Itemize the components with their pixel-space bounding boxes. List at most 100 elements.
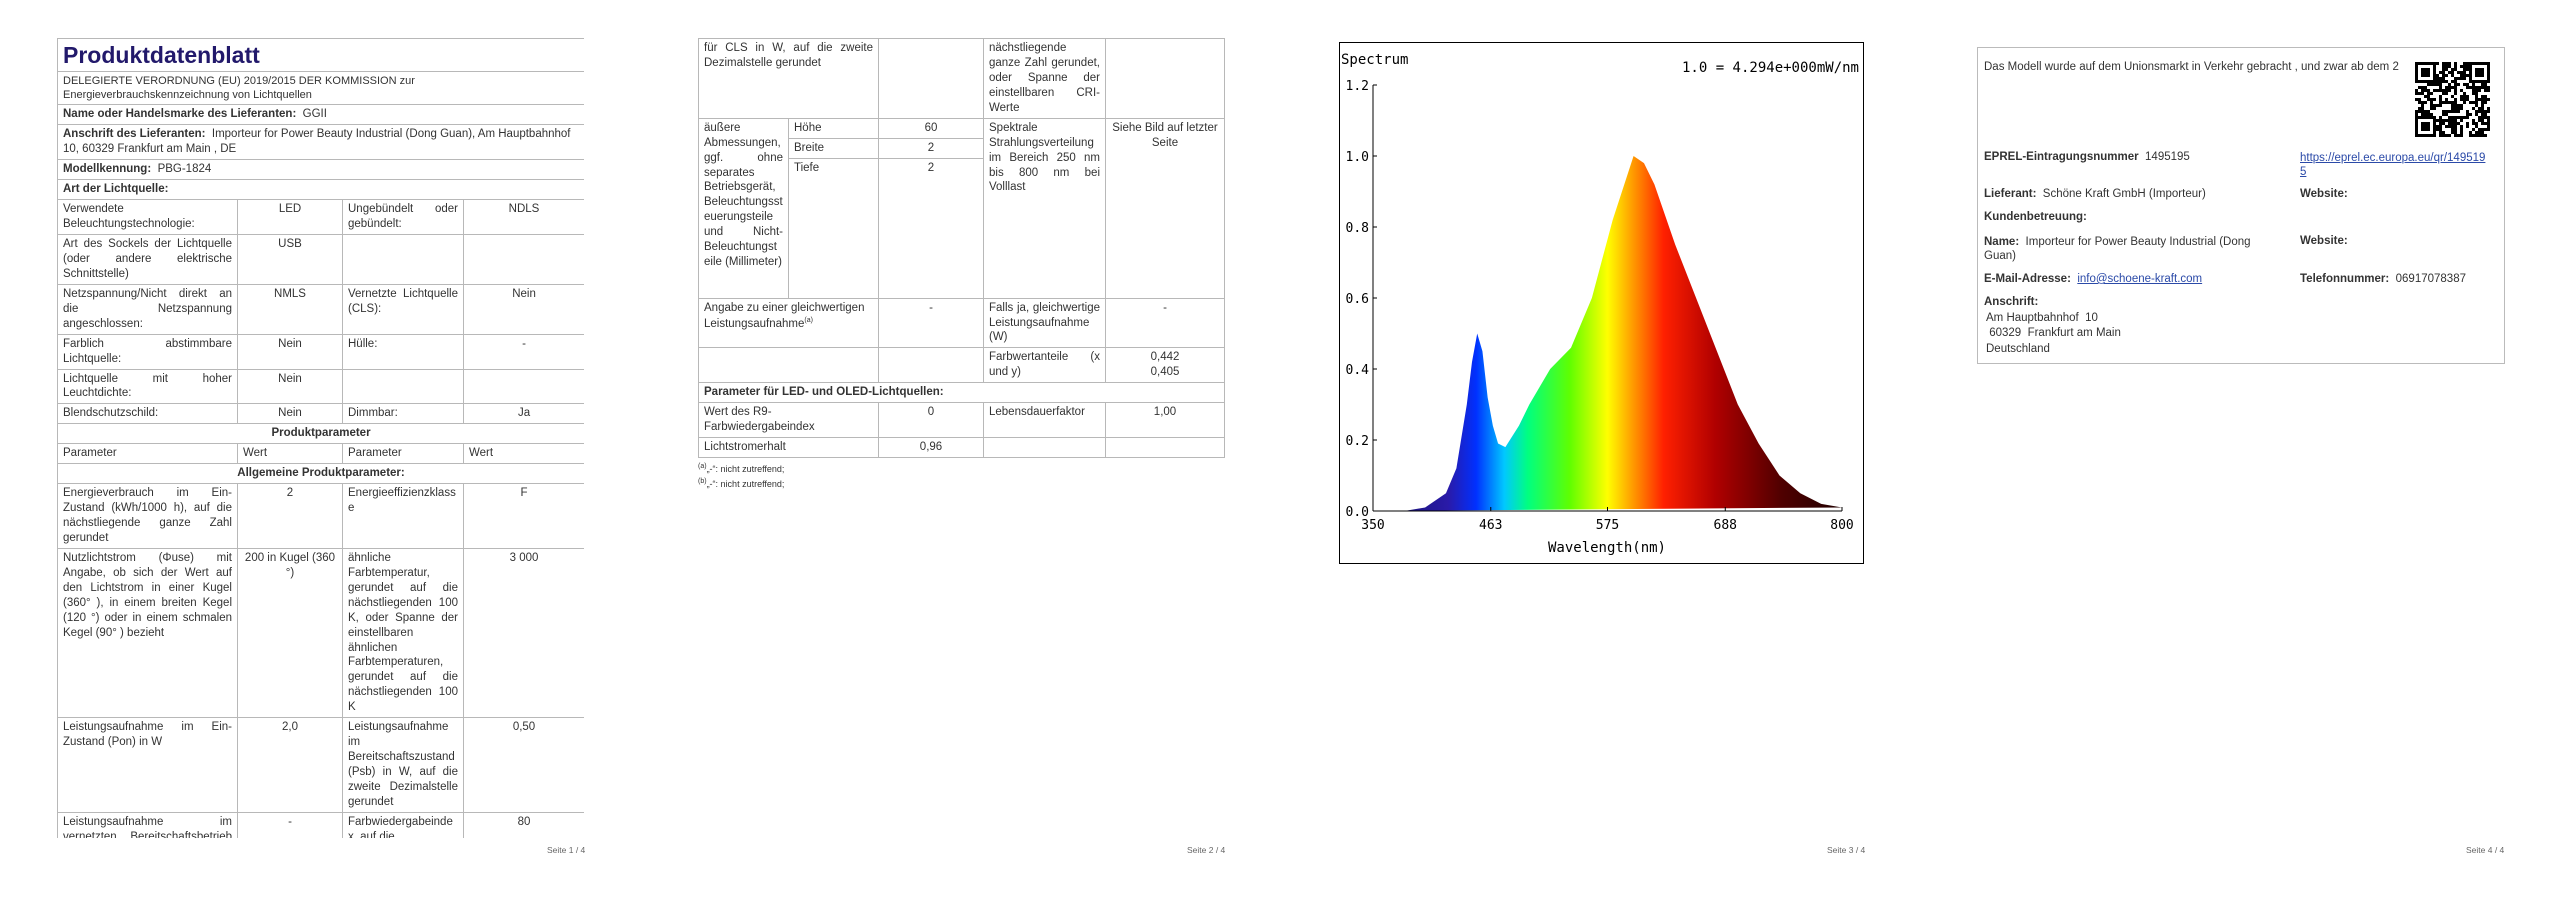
table-row: Energieverbrauch im Ein-Zustand (kWh/100…: [57, 483, 584, 549]
qr-module: [2433, 98, 2436, 101]
qr-module: [2427, 71, 2430, 74]
qr-module: [2463, 68, 2466, 71]
table-cell: NMLS: [237, 283, 343, 335]
qr-module: [2454, 119, 2457, 122]
qr-module: [2445, 62, 2448, 65]
qr-module: [2421, 104, 2424, 107]
qr-module: [2478, 71, 2481, 74]
qr-module: [2478, 89, 2481, 92]
qr-module: [2442, 113, 2445, 116]
qr-module: [2427, 95, 2430, 98]
qr-module: [2433, 128, 2436, 131]
table-row: Parameter Wert Parameter Wert: [57, 443, 584, 465]
table-row: Tiefe 2: [699, 157, 1225, 299]
y-tick-label: 1.2: [1346, 79, 1369, 94]
qr-module: [2469, 74, 2472, 77]
qr-module: [2487, 86, 2490, 89]
qr-module: [2421, 107, 2424, 110]
qr-module: [2460, 116, 2463, 119]
qr-module: [2433, 71, 2436, 74]
email-link[interactable]: info@schoene-kraft.com: [2077, 273, 2203, 285]
table-cell: [342, 368, 464, 405]
qr-module: [2436, 89, 2439, 92]
qr-module: [2487, 62, 2490, 65]
table-cell: [698, 347, 879, 384]
qr-module: [2439, 71, 2442, 74]
table-cell: Name oder Handelsmarke des Lieferanten: …: [57, 104, 584, 126]
qr-module: [2436, 104, 2439, 107]
qr-module: [2433, 131, 2436, 134]
qr-module: [2481, 62, 2484, 65]
table-cell: -: [462, 333, 584, 370]
qr-module: [2442, 131, 2445, 134]
eprel-link[interactable]: https://eprel.ec.europa.eu/qr/1495195: [2300, 152, 2486, 179]
x-tick-label: 575: [1596, 518, 1619, 533]
table-cell: Falls ja, gleichwertige Leistungsaufnahm…: [983, 297, 1106, 349]
qr-module: [2484, 128, 2487, 131]
qr-module: [2472, 80, 2475, 83]
qr-module: [2466, 74, 2469, 77]
qr-module: [2430, 80, 2433, 83]
qr-module: [2451, 125, 2454, 128]
text: Angabe zu einer gleichwertigen Leistungs…: [704, 301, 865, 330]
table-cell: Parameter für LED- und OLED-Lichtquellen…: [698, 382, 1225, 404]
qr-module: [2439, 119, 2442, 122]
qr-module: [2481, 119, 2484, 122]
qr-module: [2436, 62, 2439, 65]
table-cell: Hülle:: [342, 333, 464, 370]
qr-module: [2424, 89, 2427, 92]
qr-module: [2448, 101, 2451, 104]
qr-module: [2436, 125, 2439, 128]
qr-module: [2448, 119, 2451, 122]
label: Lieferant:: [1984, 188, 2037, 200]
qr-module: [2436, 77, 2439, 80]
table-cell: 2: [237, 483, 343, 549]
qr-module: [2445, 98, 2448, 101]
qr-module: [2451, 128, 2454, 131]
table-row: Art des Sockels der Lichtquelle (oder an…: [57, 234, 584, 285]
text: 0,442: [1150, 351, 1180, 364]
qr-module: [2427, 128, 2430, 131]
qr-module: [2415, 74, 2418, 77]
table-cell: Lichtquelle mit hoher Leuchtdichte:: [57, 368, 238, 405]
table-body: Produktdatenblatt DELEGIERTE VERORDNUNG …: [57, 38, 584, 838]
table-row: für CLS in W, auf die zweite Dezimalstel…: [698, 38, 1225, 119]
qr-module: [2424, 125, 2427, 128]
y-tick-label: 0.6: [1346, 292, 1369, 307]
qr-module: [2430, 83, 2433, 86]
qr-module: [2418, 62, 2421, 65]
qr-module: [2463, 62, 2466, 65]
qr-module: [2451, 95, 2454, 98]
qr-module: [2442, 80, 2445, 83]
qr-module: [2457, 83, 2460, 86]
qr-module: [2481, 71, 2484, 74]
qr-module: [2469, 71, 2472, 74]
table-row: Wert des R9-Farbwiedergabeindex 0 Lebensda…: [698, 402, 1225, 439]
qr-module: [2463, 74, 2466, 77]
table-cell: Farbwiedergabeindex, auf die: [342, 811, 464, 838]
qr-module: [2436, 74, 2439, 77]
qr-module: [2472, 101, 2475, 104]
qr-module: [2487, 68, 2490, 71]
table-row: Leistungsaufnahme im vernetzten Bereitsc…: [57, 811, 584, 838]
qr-module: [2433, 65, 2436, 68]
qr-module: [2424, 134, 2427, 137]
table-cell: 80: [462, 811, 584, 838]
qr-module: [2460, 119, 2463, 122]
qr-module: [2439, 122, 2442, 125]
table-cell: 0,96: [878, 437, 984, 458]
qr-module: [2415, 98, 2418, 101]
qr-module: [2430, 92, 2433, 95]
qr-module: [2445, 86, 2448, 89]
qr-code: [2413, 60, 2491, 138]
qr-module: [2469, 68, 2472, 71]
qr-module: [2469, 86, 2472, 89]
qr-module: [2448, 125, 2451, 128]
qr-module: [2424, 101, 2427, 104]
qr-module: [2454, 83, 2457, 86]
qr-module: [2442, 119, 2445, 122]
qr-module: [2454, 68, 2457, 71]
table-row: Allgemeine Produktparameter:: [57, 463, 584, 485]
qr-module: [2415, 89, 2418, 92]
qr-module: [2445, 65, 2448, 68]
